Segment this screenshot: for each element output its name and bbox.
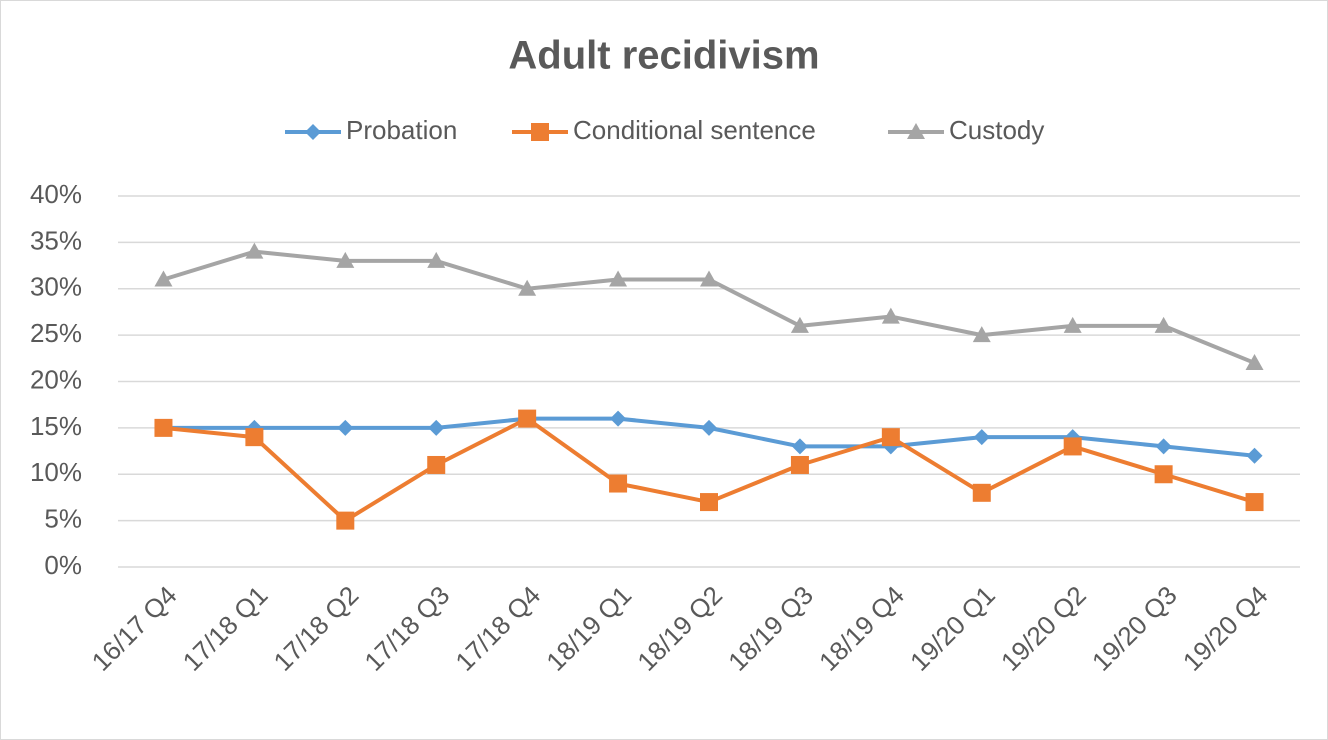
legend-label: Probation — [346, 115, 457, 145]
marker — [700, 270, 718, 287]
marker — [610, 410, 627, 427]
marker — [1063, 316, 1082, 333]
marker — [518, 279, 537, 296]
marker — [972, 326, 991, 343]
marker — [336, 511, 355, 530]
y-tick-label: 5% — [44, 504, 82, 534]
legend-marker — [305, 124, 321, 140]
marker — [881, 307, 900, 324]
marker — [1063, 437, 1082, 456]
marker — [518, 409, 537, 428]
marker — [1154, 465, 1173, 484]
marker — [154, 270, 173, 287]
marker — [245, 242, 264, 259]
y-tick-label: 20% — [30, 364, 82, 394]
marker — [700, 493, 718, 512]
marker — [154, 418, 173, 437]
marker — [336, 251, 355, 268]
marker — [609, 270, 628, 287]
marker — [790, 455, 809, 474]
y-tick-label: 35% — [30, 225, 82, 255]
marker — [1245, 353, 1264, 370]
y-tick-label: 25% — [30, 318, 82, 348]
marker — [428, 419, 445, 436]
legend-marker — [531, 123, 549, 141]
marker — [791, 438, 808, 455]
y-tick-label: 15% — [30, 411, 82, 441]
marker — [1155, 438, 1172, 455]
marker — [245, 428, 264, 447]
marker — [1246, 447, 1263, 464]
marker — [427, 455, 446, 474]
legend-label: Conditional sentence — [573, 115, 816, 145]
y-tick-label: 0% — [44, 550, 82, 580]
y-tick-label: 10% — [30, 457, 82, 487]
y-tick-label: 40% — [30, 179, 82, 209]
legend-marker — [907, 123, 925, 139]
marker — [881, 428, 900, 447]
marker — [337, 419, 354, 436]
marker — [790, 316, 809, 333]
marker — [1154, 316, 1173, 333]
y-tick-label: 30% — [30, 272, 82, 302]
chart-title: Adult recidivism — [508, 34, 819, 78]
marker — [609, 474, 628, 493]
marker — [1245, 493, 1264, 512]
marker — [427, 251, 446, 268]
marker — [973, 429, 990, 446]
legend-label: Custody — [949, 115, 1044, 145]
marker — [701, 419, 717, 436]
marker — [972, 483, 991, 502]
